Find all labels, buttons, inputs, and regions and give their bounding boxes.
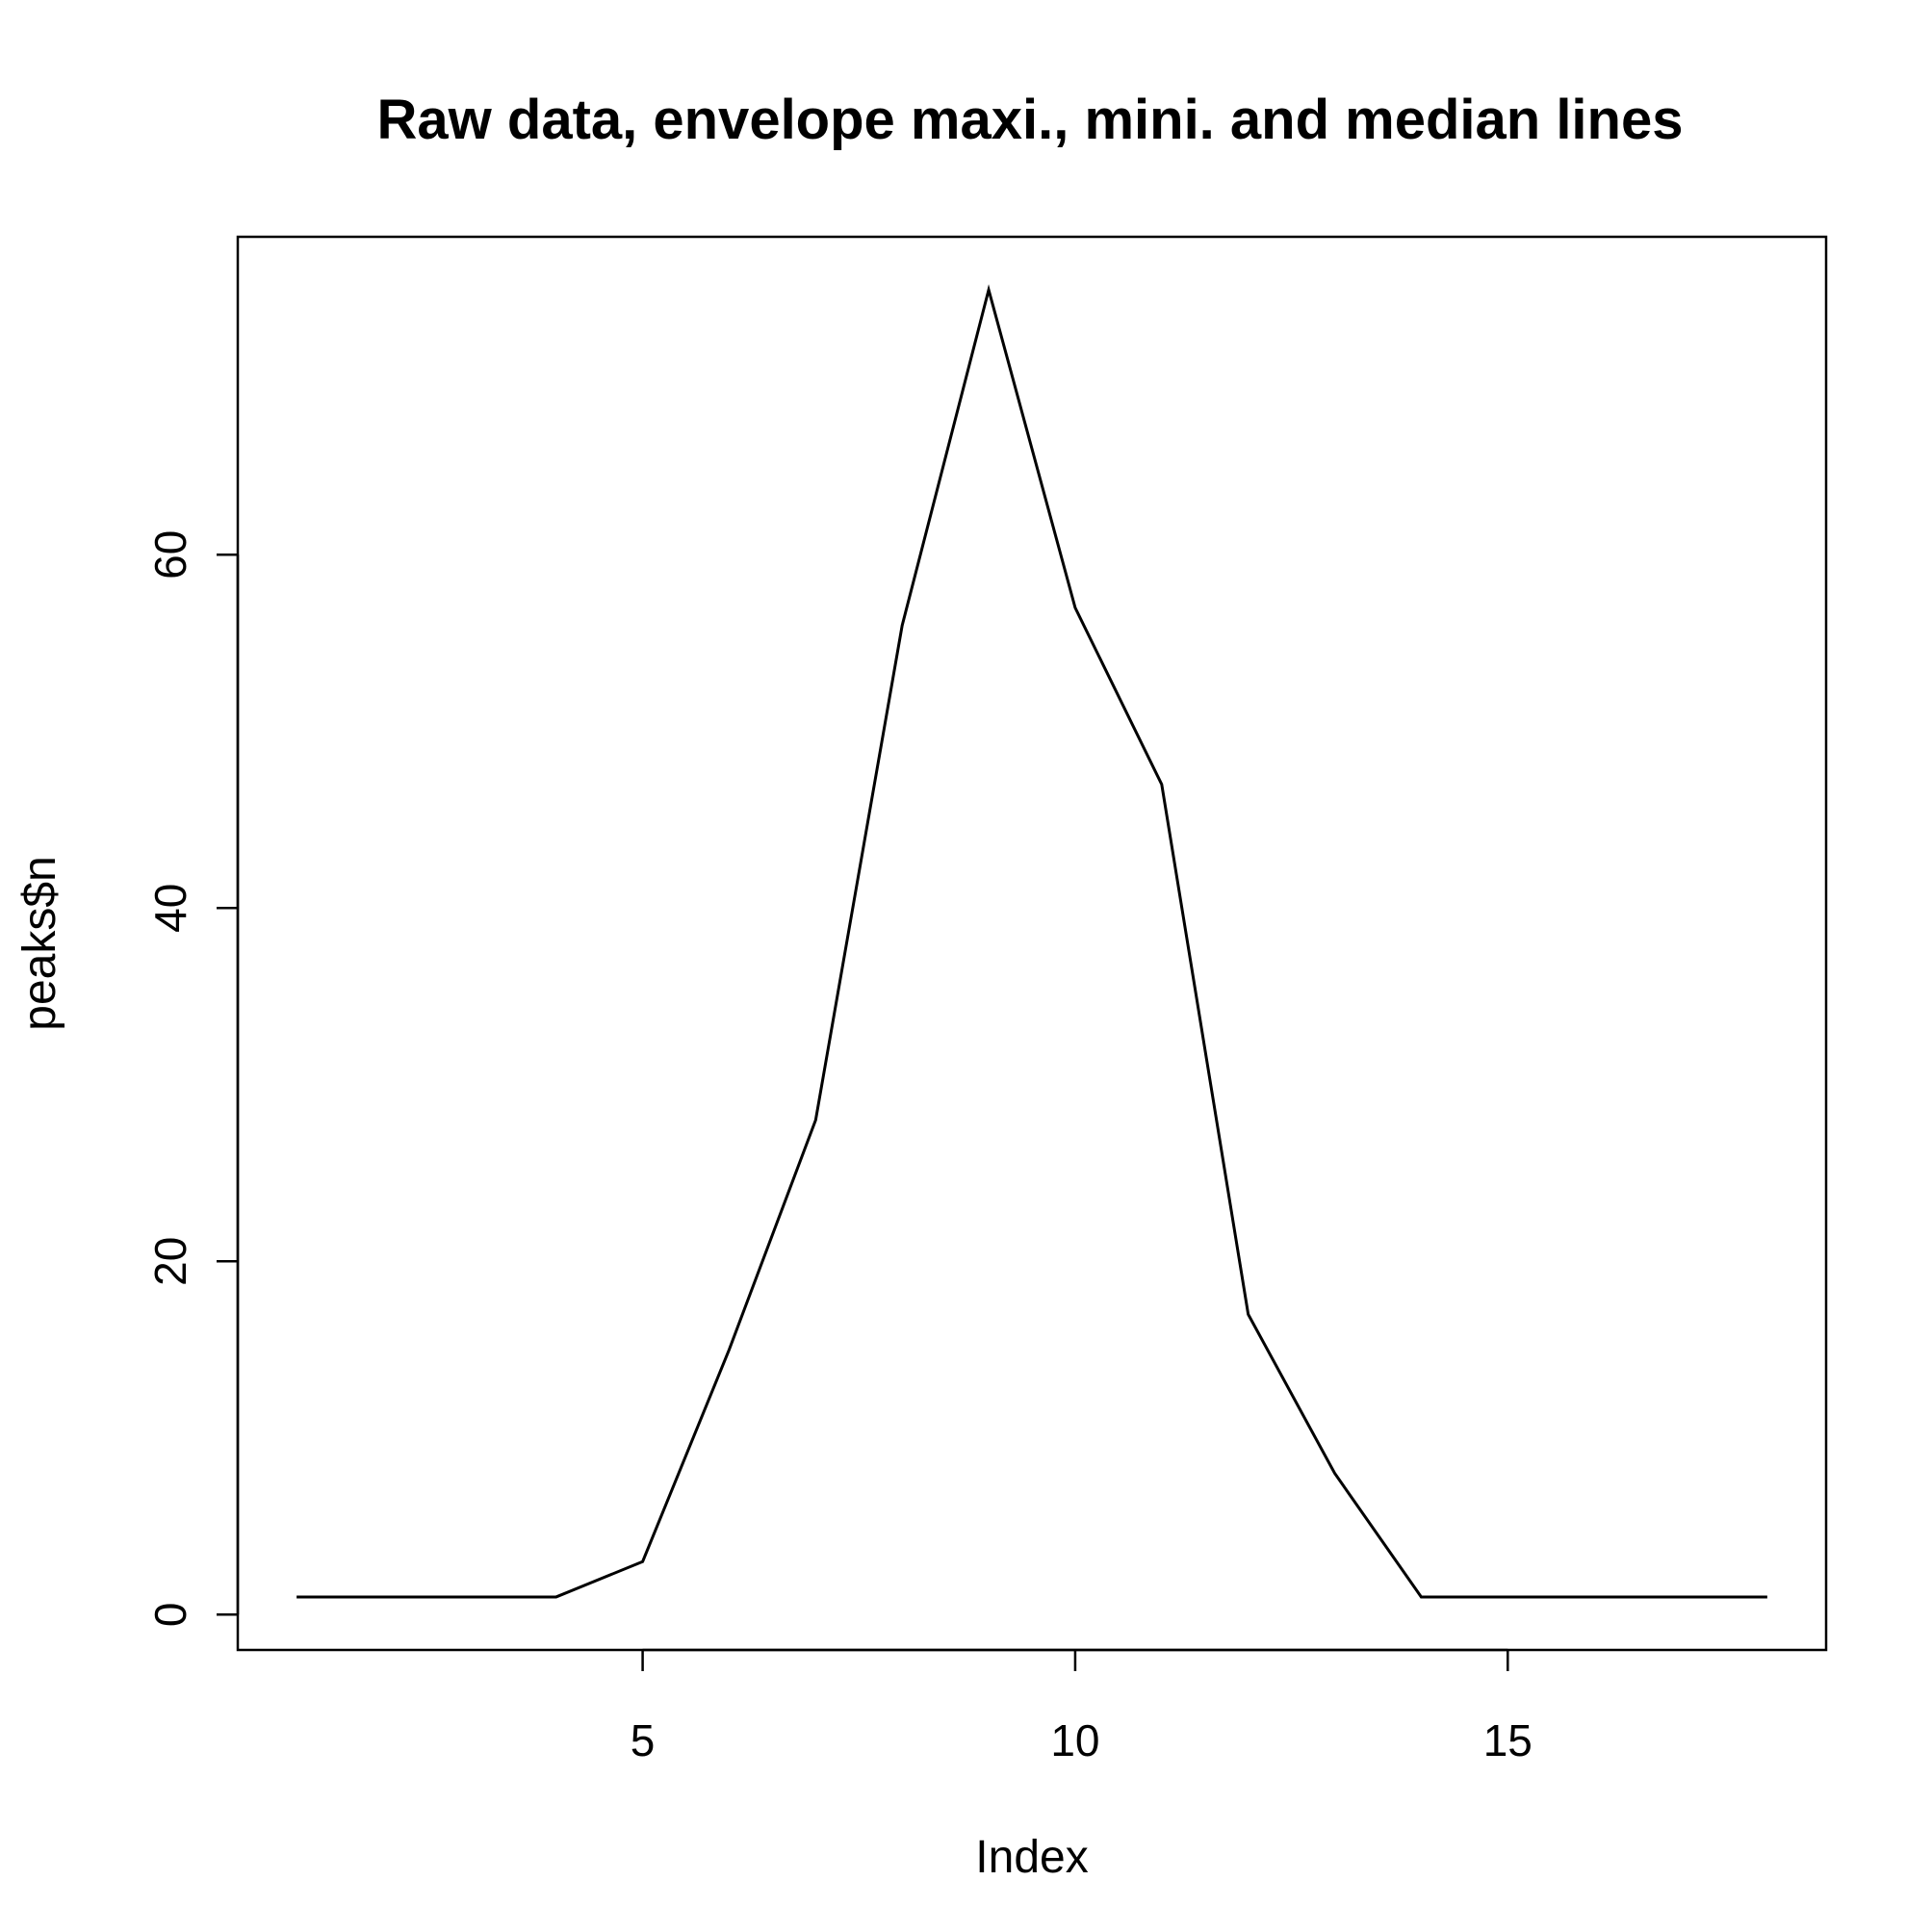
y-tick-label: 60 — [145, 530, 195, 580]
y-axis: 0 20 40 60 — [145, 530, 240, 1628]
series-layer — [296, 284, 1767, 1599]
y-tick-label: 40 — [145, 884, 195, 933]
x-axis-label: Index — [975, 1832, 1088, 1883]
series-line-1 — [296, 284, 1767, 1599]
x-tick-label: 5 — [631, 1715, 656, 1765]
x-axis: 5 10 15 — [631, 1648, 1533, 1765]
x-tick-label: 15 — [1483, 1715, 1533, 1765]
x-tick-label: 10 — [1050, 1715, 1099, 1765]
y-tick-label: 0 — [145, 1603, 195, 1628]
y-tick-label: 20 — [145, 1237, 195, 1286]
chart-title: Raw data, envelope maxi., mini. and medi… — [377, 89, 1684, 151]
y-axis-label: peaks$n — [14, 856, 65, 1030]
